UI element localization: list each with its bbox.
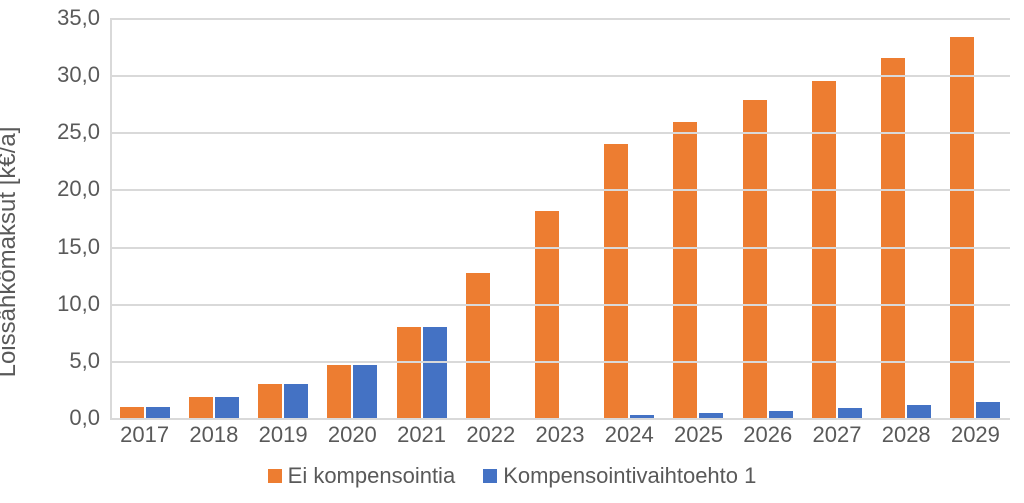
bar [769, 411, 793, 418]
bar [673, 122, 697, 418]
bar-group [318, 18, 387, 418]
bar [423, 327, 447, 418]
x-tick-label: 2017 [110, 422, 179, 448]
grid-line [110, 304, 1010, 306]
y-tick-label: 5,0 [40, 348, 100, 374]
bar-pair [327, 365, 377, 418]
bar-pair [258, 384, 308, 418]
legend-swatch [483, 469, 497, 483]
bar [120, 407, 144, 418]
y-tick-label: 20,0 [40, 176, 100, 202]
bar-group [664, 18, 733, 418]
x-tick-label: 2020 [318, 422, 387, 448]
bar-group [456, 18, 525, 418]
bar-pair [743, 100, 793, 418]
legend-item: Ei kompensointia [268, 463, 456, 489]
y-tick-label: 25,0 [40, 119, 100, 145]
x-tick-label: 2024 [595, 422, 664, 448]
bar [907, 405, 931, 418]
bar [699, 413, 723, 418]
x-tick-label: 2028 [872, 422, 941, 448]
bar [976, 402, 1000, 418]
bar-group [179, 18, 248, 418]
bar [327, 365, 351, 418]
bar-group [941, 18, 1010, 418]
bar-group [248, 18, 317, 418]
x-tick-label: 2026 [733, 422, 802, 448]
bar [189, 397, 213, 418]
x-tick-label: 2019 [248, 422, 317, 448]
grid-line [110, 75, 1010, 77]
bar-groups [110, 18, 1010, 418]
bar-chart: Loissähkömaksut [k€/a] 0,0 5,0 10,0 15,0 20,… [0, 0, 1024, 503]
x-tick-label: 2021 [387, 422, 456, 448]
bar [397, 327, 421, 418]
bar-pair [397, 327, 447, 418]
bar [284, 384, 308, 418]
legend-label: Ei kompensointia [288, 463, 456, 489]
bar-pair [881, 58, 931, 418]
bar-pair [673, 122, 723, 418]
bar [881, 58, 905, 418]
bar-group [872, 18, 941, 418]
bar [215, 397, 239, 418]
bar-group [387, 18, 456, 418]
bar-group [110, 18, 179, 418]
y-axis-label: Loissähkömaksut [k€/a] [0, 126, 22, 377]
bar-group [595, 18, 664, 418]
bar-group [802, 18, 871, 418]
grid-line [110, 247, 1010, 249]
bar [604, 144, 628, 418]
bar-pair [189, 397, 239, 418]
bar-pair [466, 273, 516, 418]
legend-label: Kompensointivaihtoehto 1 [503, 463, 756, 489]
x-tick-label: 2018 [179, 422, 248, 448]
bar-group [733, 18, 802, 418]
x-tick-label: 2022 [456, 422, 525, 448]
bar [838, 408, 862, 418]
bar [353, 365, 377, 418]
bar-group [525, 18, 594, 418]
grid-line [110, 189, 1010, 191]
x-tick-label: 2029 [941, 422, 1010, 448]
legend: Ei kompensointia Kompensointivaihtoehto 1 [0, 463, 1024, 489]
grid-line [110, 361, 1010, 363]
x-tick-label: 2023 [525, 422, 594, 448]
grid-line [110, 132, 1010, 134]
y-tick-label: 0,0 [40, 405, 100, 431]
x-tick-label: 2025 [664, 422, 733, 448]
x-axis-labels: 2017201820192020202120222023202420252026… [110, 422, 1010, 448]
grid-line [110, 18, 1010, 20]
legend-item: Kompensointivaihtoehto 1 [483, 463, 756, 489]
bar [146, 407, 170, 418]
bar-pair [120, 407, 170, 418]
plot-area [110, 18, 1010, 420]
bar-pair [604, 144, 654, 418]
y-tick-label: 30,0 [40, 62, 100, 88]
y-tick-label: 10,0 [40, 291, 100, 317]
y-tick-label: 35,0 [40, 5, 100, 31]
bar [743, 100, 767, 418]
y-tick-label: 15,0 [40, 234, 100, 260]
bar [630, 415, 654, 418]
bar [466, 273, 490, 418]
bar [258, 384, 282, 418]
x-tick-label: 2027 [802, 422, 871, 448]
bar [535, 211, 559, 418]
legend-swatch [268, 469, 282, 483]
bar-pair [535, 211, 585, 418]
